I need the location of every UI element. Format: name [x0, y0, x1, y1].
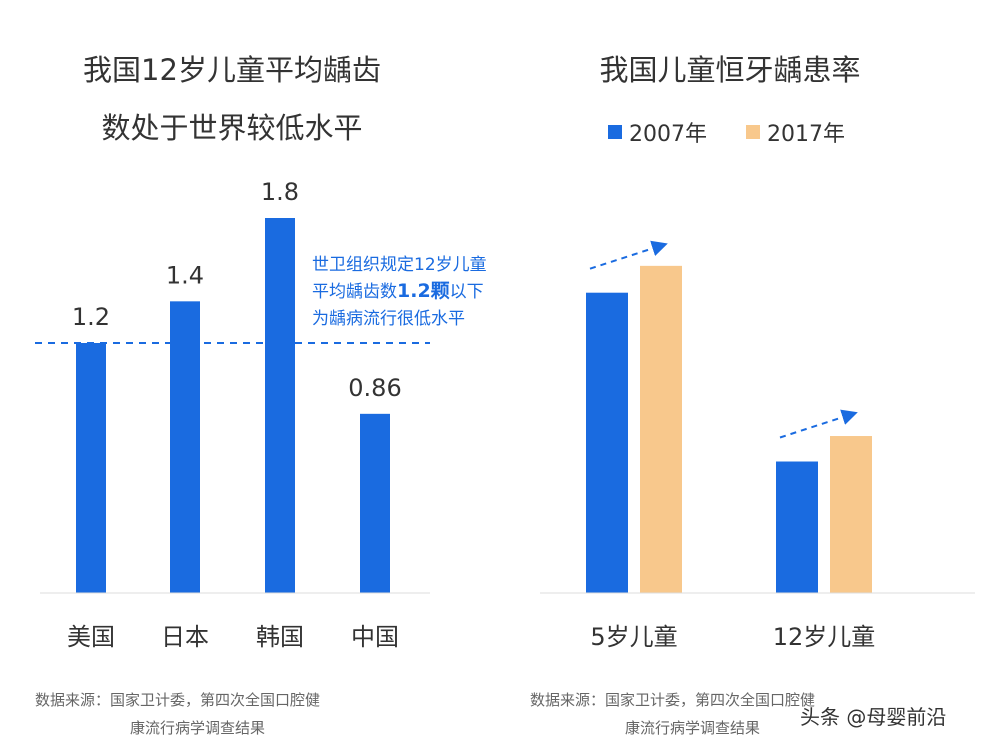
legend-label-2007: 2007年	[629, 122, 707, 147]
category-label-0: 美国	[67, 623, 115, 651]
bar-5岁儿童-2007年	[586, 292, 628, 593]
legend-swatch-2017	[746, 125, 760, 139]
annotation-line2: 平均龋齿数1.2颗以下	[312, 280, 484, 302]
category-label-3: 中国	[351, 623, 399, 651]
bar-5岁儿童-2017年	[640, 265, 682, 593]
data-label-1: 1.4	[166, 261, 204, 289]
bar-1	[170, 301, 200, 593]
right-source-line2: 康流行病学调查结果	[625, 719, 760, 737]
left-source-line2: 康流行病学调查结果	[130, 719, 265, 737]
category-label-1: 日本	[161, 623, 209, 651]
bar-0	[76, 343, 106, 593]
category-label-1: 12岁儿童	[773, 623, 876, 651]
right-chart-title: 我国儿童恒牙龋患率	[599, 53, 860, 87]
left-chart-title-line2: 数处于世界较低水平	[101, 111, 362, 145]
right-source-line1: 数据来源：国家卫计委，第四次全国口腔健	[530, 691, 815, 709]
data-label-2: 1.8	[261, 178, 299, 206]
data-label-0: 1.2	[72, 303, 110, 331]
trend-arrow-icon	[779, 409, 858, 439]
left-chart-title-line1: 我国12岁儿童平均龋齿	[83, 53, 381, 87]
bar-3	[360, 413, 390, 593]
bar-12岁儿童-2017年	[830, 436, 872, 593]
data-label-3: 0.86	[348, 374, 401, 402]
legend-label-2017: 2017年	[767, 122, 845, 147]
annotation-line1: 世卫组织规定12岁儿童	[312, 255, 487, 275]
trend-arrow-icon	[589, 240, 668, 270]
bar-2	[265, 218, 295, 593]
annotation-line3: 为龋病流行很低水平	[312, 309, 465, 329]
category-label-2: 韩国	[256, 623, 304, 651]
bar-12岁儿童-2007年	[776, 461, 818, 593]
watermark: 头条 @母婴前沿	[800, 705, 946, 729]
legend-swatch-2007	[608, 125, 622, 139]
category-label-0: 5岁儿童	[590, 623, 677, 651]
left-source-line1: 数据来源：国家卫计委，第四次全国口腔健	[35, 691, 320, 709]
